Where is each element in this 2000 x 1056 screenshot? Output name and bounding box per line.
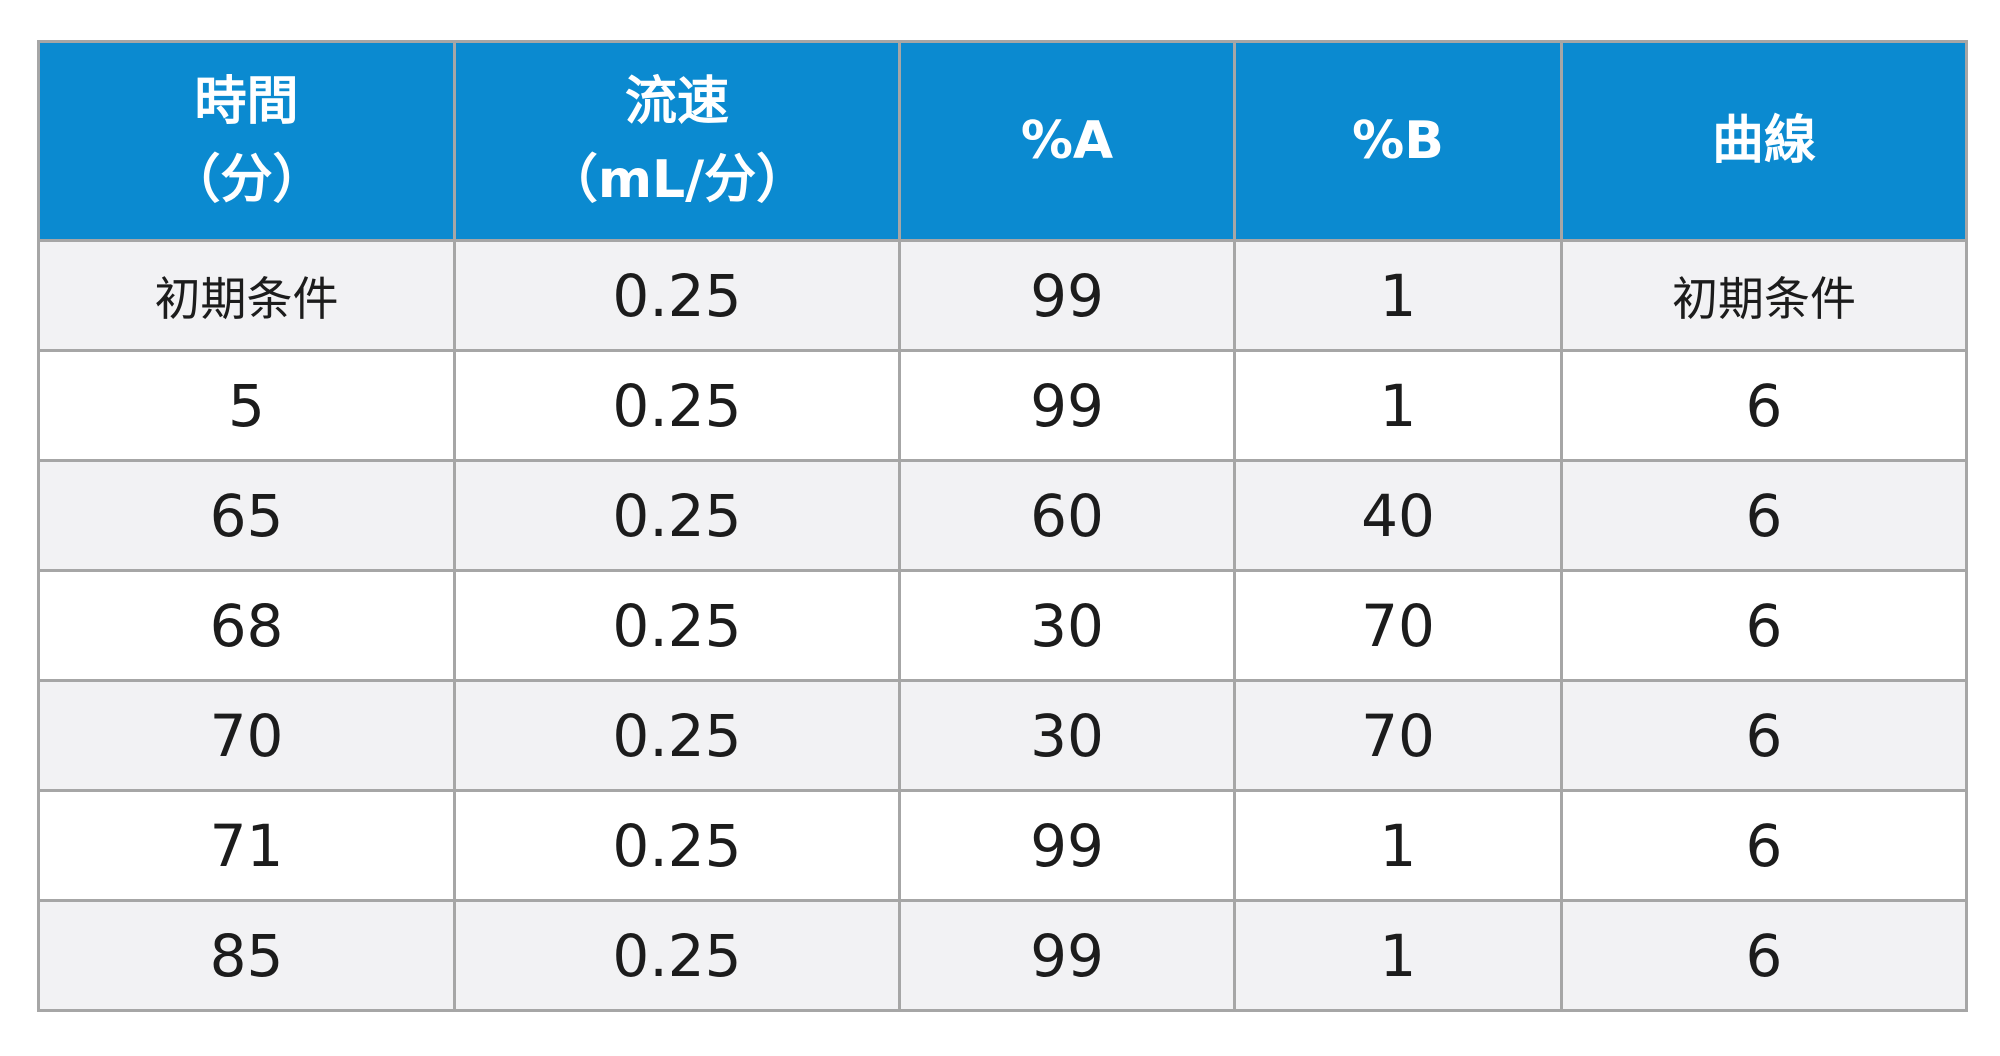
- cell-curve: 6: [1560, 459, 1968, 572]
- header-percent-a-label: %A: [1020, 111, 1114, 171]
- cell-curve: 6: [1560, 679, 1968, 792]
- cell-flow: 0.25: [453, 899, 901, 1012]
- header-curve: 曲線: [1560, 40, 1968, 242]
- gradient-table-container: 時間 （分） 流速 （mL/分） %A %B 曲線 初: [37, 40, 1968, 1012]
- gradient-table: 時間 （分） 流速 （mL/分） %A %B 曲線 初: [37, 40, 1968, 1012]
- table-row: 5 0.25 99 1 6: [37, 349, 1968, 462]
- cell-percent-a: 99: [898, 899, 1236, 1012]
- cell-percent-b: 40: [1233, 459, 1563, 572]
- cell-percent-b: 1: [1233, 789, 1563, 902]
- cell-percent-b: 1: [1233, 349, 1563, 462]
- header-flow: 流速 （mL/分）: [453, 40, 901, 242]
- table-row: 71 0.25 99 1 6: [37, 789, 1968, 902]
- cell-flow: 0.25: [453, 679, 901, 792]
- cell-curve: 6: [1560, 349, 1968, 462]
- cell-percent-b: 70: [1233, 569, 1563, 682]
- header-time: 時間 （分）: [37, 40, 456, 242]
- cell-percent-a: 99: [898, 789, 1236, 902]
- table-row: 68 0.25 30 70 6: [37, 569, 1968, 682]
- header-percent-b-label: %B: [1352, 111, 1444, 171]
- cell-curve: 6: [1560, 899, 1968, 1012]
- cell-curve: 6: [1560, 789, 1968, 902]
- table-row: 初期条件 0.25 99 1 初期条件: [37, 239, 1968, 352]
- cell-percent-b: 1: [1233, 239, 1563, 352]
- cell-percent-b: 70: [1233, 679, 1563, 792]
- cell-flow: 0.25: [453, 349, 901, 462]
- cell-percent-a: 60: [898, 459, 1236, 572]
- cell-flow: 0.25: [453, 569, 901, 682]
- header-curve-label: 曲線: [1711, 111, 1816, 171]
- header-percent-a: %A: [898, 40, 1236, 242]
- cell-percent-a: 30: [898, 569, 1236, 682]
- header-percent-b: %B: [1233, 40, 1563, 242]
- cell-flow: 0.25: [453, 789, 901, 902]
- cell-flow: 0.25: [453, 239, 901, 352]
- table-row: 70 0.25 30 70 6: [37, 679, 1968, 792]
- cell-curve: 初期条件: [1560, 239, 1968, 352]
- header-time-line2: （分）: [168, 150, 325, 210]
- cell-flow: 0.25: [453, 459, 901, 572]
- cell-curve: 6: [1560, 569, 1968, 682]
- cell-time: 5: [37, 349, 456, 462]
- cell-time: 65: [37, 459, 456, 572]
- header-row: 時間 （分） 流速 （mL/分） %A %B 曲線: [37, 40, 1968, 242]
- cell-percent-a: 99: [898, 239, 1236, 352]
- cell-time: 初期条件: [37, 239, 456, 352]
- table-row: 65 0.25 60 40 6: [37, 459, 1968, 572]
- table-row: 85 0.25 99 1 6: [37, 899, 1968, 1012]
- cell-percent-a: 99: [898, 349, 1236, 462]
- header-time-line1: 時間: [194, 72, 299, 132]
- header-flow-line2: （mL/分）: [545, 150, 809, 210]
- cell-time: 71: [37, 789, 456, 902]
- cell-time: 68: [37, 569, 456, 682]
- cell-time: 70: [37, 679, 456, 792]
- cell-percent-b: 1: [1233, 899, 1563, 1012]
- cell-percent-a: 30: [898, 679, 1236, 792]
- cell-time: 85: [37, 899, 456, 1012]
- header-flow-line1: 流速: [624, 72, 729, 132]
